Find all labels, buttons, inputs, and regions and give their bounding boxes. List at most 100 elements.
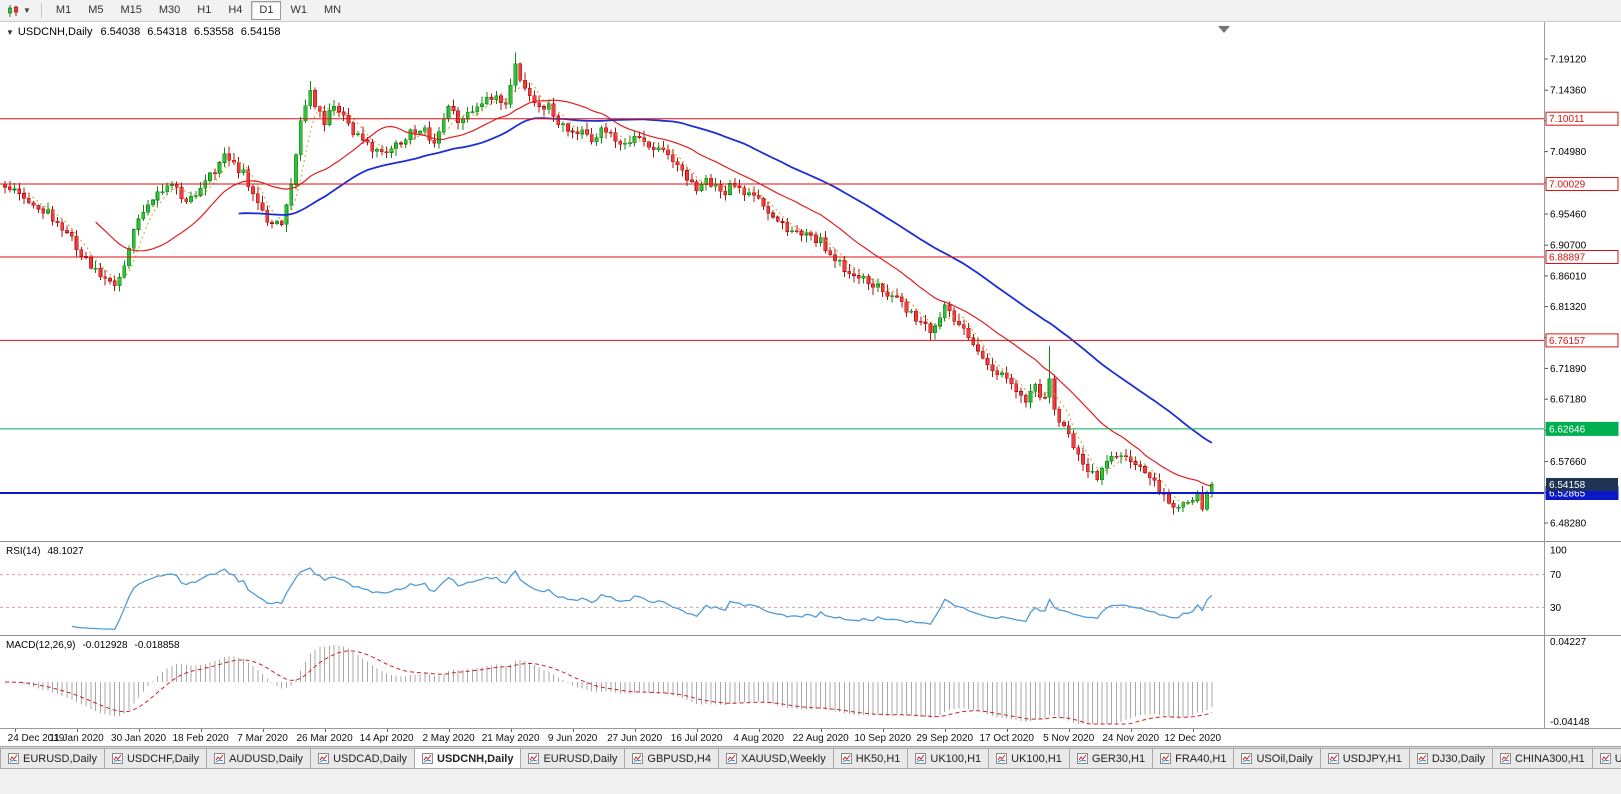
rsi-axis-label: 30 <box>1550 603 1562 614</box>
chart-tab[interactable]: USDCNH,Daily <box>415 748 522 769</box>
hline-price-text: 6.88897 <box>1549 253 1586 264</box>
chart-region: 7.191207.143607.096707.049807.002206.954… <box>0 22 1621 728</box>
mini-chart-icon <box>1241 753 1253 764</box>
macd-histogram <box>9 645 1213 724</box>
price-scale[interactable] <box>1545 22 1621 728</box>
candlestick-series <box>3 52 1214 515</box>
chart-header: ▼ USDCNH,Daily 6.54038 6.54318 6.53558 6.5415… <box>6 26 288 38</box>
chart-tab[interactable]: GER30,H1 <box>1069 748 1154 769</box>
mini-chart-icon <box>422 753 434 764</box>
time-tick <box>386 729 388 732</box>
toolbar-separator <box>40 3 42 18</box>
rsi-line <box>71 567 1213 630</box>
svg-text:7.04980: 7.04980 <box>1550 147 1587 158</box>
chart-tab[interactable]: EURUSD,Daily <box>521 748 626 769</box>
chart-tab[interactable]: U <box>1592 748 1621 769</box>
hline-price-text: 6.52865 <box>1549 489 1586 500</box>
timeframe-button-m1[interactable]: M1 <box>55 4 72 16</box>
tab-label: DJ30,Daily <box>1431 752 1486 765</box>
svg-text:6.86010: 6.86010 <box>1550 271 1587 282</box>
time-tick <box>696 729 698 732</box>
tab-label: UK100,H1 <box>930 752 982 765</box>
mini-chart-icon <box>1076 753 1088 764</box>
date-label: 18 Feb 2020 <box>172 733 229 744</box>
ohlc-open-value: 6.54038 <box>100 26 141 38</box>
hline-price-text: 7.00029 <box>1549 180 1586 191</box>
chart-type-icon[interactable] <box>6 4 20 18</box>
sma5-line <box>23 82 1213 506</box>
timeframe-button-mn[interactable]: MN <box>323 4 342 16</box>
time-tick <box>1006 729 1008 732</box>
tab-label: UK100,H1 <box>1011 752 1062 765</box>
chevron-down-icon[interactable]: ▼ <box>23 6 31 15</box>
date-label: 21 May 2020 <box>481 733 540 744</box>
rsi-axis-label: 100 <box>1550 546 1567 557</box>
timeframe-button-m30[interactable]: M30 <box>158 4 181 16</box>
chart-tab[interactable]: EURUSD,Daily <box>0 748 105 769</box>
date-label: 27 Jun 2020 <box>607 733 663 744</box>
time-tick <box>1068 729 1070 732</box>
expander-icon[interactable]: ▼ <box>6 28 14 37</box>
tab-label: EURUSD,Daily <box>23 752 97 765</box>
chart-tab-bar: EURUSD,Daily USDCHF,Daily AUDUSD,Daily USDC… <box>0 746 1621 769</box>
chart-tab[interactable]: USDJPY,H1 <box>1320 748 1410 769</box>
chart-tab[interactable]: UK100,H1 <box>989 748 1070 769</box>
timeframe-button-m15[interactable]: M15 <box>120 4 142 16</box>
chart-tab[interactable]: UK100,H1 <box>908 748 990 769</box>
timeframe-button-w1[interactable]: W1 <box>290 4 307 16</box>
macd-header: MACD(12,26,9) -0.012928 -0.018858 <box>6 640 187 651</box>
hline-price-text: 7.10011 <box>1549 114 1585 125</box>
date-label: 5 Nov 2020 <box>1043 733 1095 744</box>
time-tick <box>882 729 884 732</box>
svg-text:6.57660: 6.57660 <box>1550 457 1587 468</box>
tab-label: USDCNH,Daily <box>437 752 514 765</box>
chart-tab[interactable]: XAUUSD,Weekly <box>718 748 834 769</box>
date-label: 10 Sep 2020 <box>854 733 912 744</box>
current-price-label <box>1546 478 1618 491</box>
svg-text:7.19120: 7.19120 <box>1550 55 1587 66</box>
time-tick <box>262 729 264 732</box>
hline-price-label <box>1545 111 1619 126</box>
time-tick <box>634 729 636 732</box>
date-label: 29 Sep 2020 <box>916 733 974 744</box>
svg-text:6.67180: 6.67180 <box>1550 395 1587 406</box>
mini-chart-icon <box>996 753 1008 764</box>
tab-label: HK50,H1 <box>855 752 901 765</box>
chart-tab[interactable]: USOil,Daily <box>1234 748 1321 769</box>
chart-tab[interactable]: GBPUSD,H4 <box>625 748 719 769</box>
macd-axis-bottom: -0.04148 <box>1550 717 1590 728</box>
time-tick <box>14 729 16 732</box>
chart-tab[interactable]: HK50,H1 <box>833 748 909 769</box>
tab-label: CHINA300,H1 <box>1515 752 1585 765</box>
macd-signal-value: -0.018858 <box>134 640 180 651</box>
timeframe-button-m5[interactable]: M5 <box>88 4 104 16</box>
svg-text:6.81320: 6.81320 <box>1550 302 1587 313</box>
tab-label: USOil,Daily <box>1256 752 1313 765</box>
timeframe-button-h1[interactable]: H1 <box>197 4 212 16</box>
chart-tab[interactable]: USDCHF,Daily <box>104 748 208 769</box>
timeframe-button-d1[interactable]: D1 <box>251 1 282 20</box>
chart-tab[interactable]: USDCAD,Daily <box>311 748 416 769</box>
ohlc-close-value: 6.54158 <box>240 26 281 38</box>
chart-canvas[interactable]: 7.191207.143607.096707.049807.002206.954… <box>0 22 1621 728</box>
chart-shift-marker-icon[interactable] <box>1218 26 1230 33</box>
chart-tab[interactable]: AUDUSD,Daily <box>207 748 312 769</box>
chart-tab[interactable]: DJ30,Daily <box>1409 748 1494 769</box>
sma50-line <box>238 117 1213 444</box>
mini-chart-icon <box>840 753 852 764</box>
date-label: 12 Dec 2020 <box>1164 733 1222 744</box>
time-tick <box>572 729 574 732</box>
rsi-title: RSI(14) <box>6 546 41 557</box>
chart-tab[interactable]: CHINA300,H1 <box>1493 748 1593 769</box>
date-label: 30 Jan 2020 <box>111 733 167 744</box>
hline-price-label <box>1545 333 1619 348</box>
tab-label: AUDUSD,Daily <box>229 752 304 765</box>
tab-label: USDCHF,Daily <box>126 752 200 765</box>
chart-tab[interactable]: FRA40,H1 <box>1153 748 1235 769</box>
mini-chart-icon <box>1500 753 1512 764</box>
svg-text:7.14360: 7.14360 <box>1550 86 1587 97</box>
time-axis[interactable]: 24 Dec 2019 11 Jan 2020 30 Jan 2020 18 Feb … <box>0 728 1621 746</box>
timeframe-button-h4[interactable]: H4 <box>228 4 243 16</box>
date-label: 14 Apr 2020 <box>359 733 414 744</box>
timeframe-buttons: M1 M5 M15 M30 H1 H4 D1 W1 MN <box>48 1 350 20</box>
